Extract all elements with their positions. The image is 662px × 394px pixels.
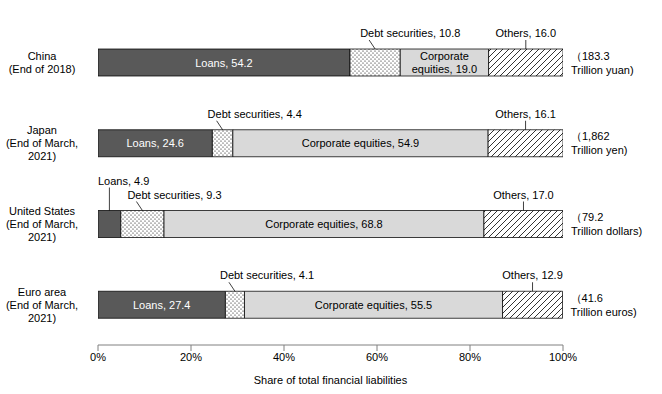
svg-text:0%: 0% <box>90 351 106 363</box>
svg-text:Corporate equities, 55.5: Corporate equities, 55.5 <box>315 299 432 311</box>
svg-text:（1,862Trillion yen): （1,862Trillion yen) <box>571 130 627 156</box>
svg-text:United States(End of March,202: United States(End of March,2021) <box>8 205 78 243</box>
svg-text:Corporateequities, 19.0: Corporateequities, 19.0 <box>412 50 477 75</box>
svg-text:Loans, 27.4: Loans, 27.4 <box>133 299 191 311</box>
svg-text:80%: 80% <box>459 351 481 363</box>
svg-text:20%: 20% <box>180 351 202 363</box>
svg-text:Debt securities, 4.1: Debt securities, 4.1 <box>220 269 314 281</box>
svg-text:Others, 16.1: Others, 16.1 <box>495 108 556 120</box>
svg-text:Share of total financial liabi: Share of total financial liabilities <box>254 374 408 386</box>
svg-text:40%: 40% <box>273 351 295 363</box>
svg-text:Others, 12.9: Others, 12.9 <box>502 269 563 281</box>
svg-text:（183.3Trillion yuan): （183.3Trillion yuan) <box>571 50 634 76</box>
svg-text:Corporate equities, 54.9: Corporate equities, 54.9 <box>302 137 419 149</box>
svg-text:China(End of 2018): China(End of 2018) <box>9 50 76 75</box>
svg-text:（79.2Trillion dollars): （79.2Trillion dollars) <box>571 211 642 237</box>
svg-text:Corporate equities, 68.8: Corporate equities, 68.8 <box>265 218 382 230</box>
svg-text:100%: 100% <box>549 351 577 363</box>
svg-text:Euro area(End of March,2021): Euro area(End of March,2021) <box>8 286 78 324</box>
svg-text:Others, 16.0: Others, 16.0 <box>496 27 557 39</box>
svg-text:（41.6Trillion euros): （41.6Trillion euros) <box>571 292 637 318</box>
svg-text:Others, 17.0: Others, 17.0 <box>493 189 554 201</box>
svg-text:Debt securities, 4.4: Debt securities, 4.4 <box>208 108 302 120</box>
svg-text:Loans, 54.2: Loans, 54.2 <box>195 57 253 69</box>
svg-text:Debt securities, 9.3: Debt securities, 9.3 <box>127 189 221 201</box>
svg-text:Loans, 24.6: Loans, 24.6 <box>126 137 184 149</box>
svg-text:Loans, 4.9: Loans, 4.9 <box>98 175 149 187</box>
svg-text:Debt securities, 10.8: Debt securities, 10.8 <box>360 27 460 39</box>
svg-text:Japan(End of March,2021): Japan(End of March,2021) <box>8 124 78 162</box>
svg-text:60%: 60% <box>366 351 388 363</box>
